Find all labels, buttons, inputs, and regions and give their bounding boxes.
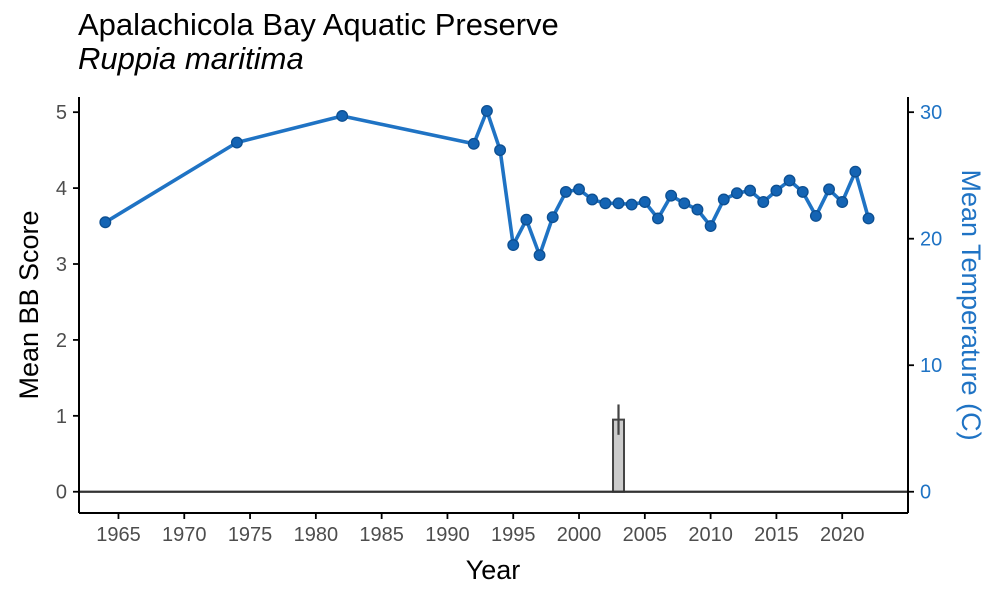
temperature-point xyxy=(336,110,349,122)
y2-tick-label: 20 xyxy=(920,229,942,251)
y2-tick-label: 30 xyxy=(920,102,942,124)
axes-layer: 0 1 2 3 4 5 0 10 20 30 1965 1970 1975 1980 1985 1990 199… xyxy=(56,97,942,546)
temperature-point xyxy=(99,216,112,229)
x-tick-label: 1970 xyxy=(162,524,207,546)
temperature-point xyxy=(586,193,599,206)
temperature-point xyxy=(599,197,612,210)
temperature-point xyxy=(230,136,243,149)
temperature-point xyxy=(770,184,783,197)
temperature-point xyxy=(717,193,730,206)
temperature-series-line xyxy=(104,109,871,257)
y2-axis-label: Mean Temperature (C) xyxy=(956,169,986,440)
y-tick-label: 5 xyxy=(56,102,67,124)
x-tick-label: 1995 xyxy=(491,524,536,546)
y2-tick-label: 0 xyxy=(920,482,931,504)
temperature-point xyxy=(546,211,559,224)
temperature-point xyxy=(823,183,835,196)
x-axis-label: Year xyxy=(466,555,521,585)
temperature-point xyxy=(691,203,704,216)
temperature-point xyxy=(533,249,546,262)
y-tick-label: 0 xyxy=(56,482,67,504)
y-tick-label: 4 xyxy=(56,178,67,200)
temperature-point xyxy=(796,185,809,198)
temperature-point xyxy=(559,185,572,198)
y-axis-label: Mean BB Score xyxy=(14,210,44,399)
temperature-point xyxy=(494,144,507,157)
temperature-line-layer xyxy=(99,104,875,262)
y-tick-label: 2 xyxy=(56,330,67,352)
temperature-point xyxy=(730,187,743,200)
temperature-point xyxy=(625,198,638,211)
x-tick-label: 2010 xyxy=(688,524,733,546)
temperature-point xyxy=(757,196,770,208)
temperature-point xyxy=(744,184,757,197)
x-tick-label: 1965 xyxy=(96,524,141,546)
x-tick-label: 2020 xyxy=(820,524,865,546)
x-tick-label: 1980 xyxy=(294,524,339,546)
y2-tick-label: 10 xyxy=(920,355,942,377)
temperature-point xyxy=(704,220,717,233)
x-tick-label: 1975 xyxy=(228,524,273,546)
temperature-point xyxy=(665,189,678,202)
temperature-point xyxy=(467,137,480,150)
temperature-point xyxy=(480,104,493,117)
x-tick-label: 2015 xyxy=(754,524,799,546)
x-tick-label: 1985 xyxy=(359,524,404,546)
temperature-point xyxy=(638,196,651,208)
temperature-point xyxy=(520,213,533,226)
temperature-point xyxy=(573,183,585,196)
chart-title: Apalachicola Bay Aquatic Preserve xyxy=(78,7,559,42)
x-tick-label: 2005 xyxy=(623,524,668,546)
temperature-point xyxy=(652,212,664,225)
y-tick-label: 1 xyxy=(56,406,67,428)
temperature-point xyxy=(678,197,691,210)
x-tick-label: 2000 xyxy=(557,524,602,546)
temperature-point xyxy=(809,209,822,222)
bar-layer xyxy=(612,404,626,493)
temperature-point xyxy=(849,165,862,178)
temperature-point xyxy=(836,196,849,208)
temperature-point xyxy=(507,239,520,251)
temperature-point xyxy=(612,197,625,210)
y-tick-label: 3 xyxy=(56,254,67,276)
temperature-point xyxy=(862,212,875,225)
x-tick-label: 1990 xyxy=(425,524,470,546)
temperature-point xyxy=(783,174,796,187)
title-block: Apalachicola Bay Aquatic Preserve Ruppia… xyxy=(78,8,559,76)
chart-subtitle: Ruppia maritima xyxy=(78,41,304,76)
